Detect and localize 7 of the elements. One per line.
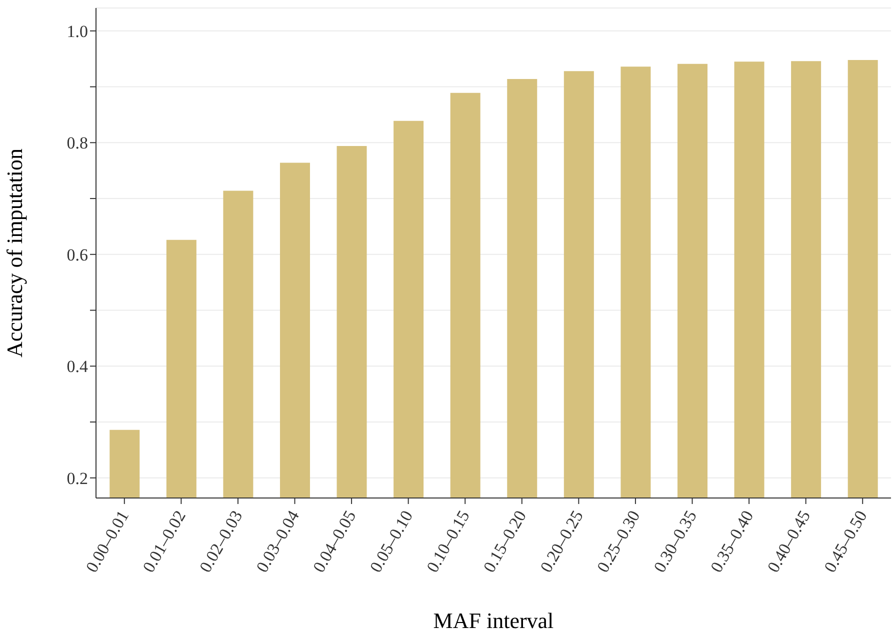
y-tick-label: 0.2 — [66, 468, 88, 488]
y-tick-label: 1.0 — [66, 22, 88, 41]
y-tick-label: 0.6 — [66, 245, 88, 264]
y-tick-label: 0.8 — [66, 134, 88, 153]
y-axis-title: Accuracy of imputation — [2, 148, 27, 358]
x-axis-title: MAF interval — [433, 608, 554, 633]
y-tick-label: 0.4 — [66, 357, 88, 376]
